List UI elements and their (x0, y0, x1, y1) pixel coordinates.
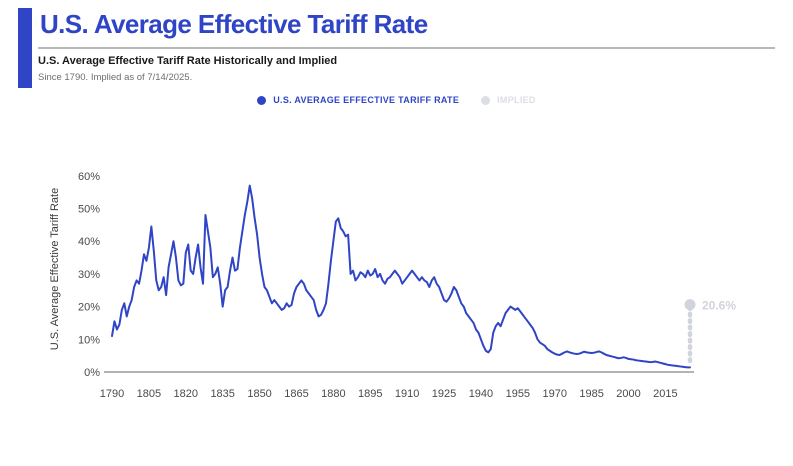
header-divider (38, 47, 775, 49)
y-axis-title: U.S. Average Effective Tariff Rate (49, 188, 61, 350)
implied-series (684, 299, 696, 364)
svg-text:50%: 50% (78, 204, 100, 216)
legend-item-implied[interactable]: IMPLIED (481, 95, 536, 105)
svg-text:1970: 1970 (542, 388, 566, 400)
svg-text:2000: 2000 (616, 388, 640, 400)
svg-text:1910: 1910 (395, 388, 419, 400)
svg-text:1790: 1790 (100, 388, 124, 400)
chart-caption: Since 1790. Implied as of 7/14/2025. (38, 72, 193, 83)
legend-item-label: U.S. AVERAGE EFFECTIVE TARIFF RATE (273, 95, 460, 105)
implied-value-annotation: 20.6% (702, 299, 736, 313)
svg-text:U.S. Average Effective Tariff: U.S. Average Effective Tariff Rate (49, 188, 61, 350)
svg-text:2015: 2015 (653, 388, 677, 400)
svg-text:10%: 10% (78, 334, 100, 346)
svg-text:1940: 1940 (469, 388, 493, 400)
svg-text:40%: 40% (78, 236, 100, 248)
svg-text:1850: 1850 (247, 388, 271, 400)
svg-text:30%: 30% (78, 269, 100, 281)
page-title: U.S. Average Effective Tariff Rate (40, 9, 428, 39)
y-axis-ticks: 0% 10% 20% 30% 40% 50% 60% (78, 171, 100, 379)
svg-text:0%: 0% (84, 367, 100, 379)
svg-text:1865: 1865 (284, 388, 308, 400)
svg-text:1985: 1985 (579, 388, 603, 400)
svg-text:1835: 1835 (210, 388, 234, 400)
chart-legend: U.S. AVERAGE EFFECTIVE TARIFF RATE IMPLI… (0, 95, 793, 105)
chart-plot-area: U.S. Average Effective Tariff Rate 0% 10%… (0, 125, 793, 425)
chart-subtitle: U.S. Average Effective Tariff Rate Histo… (38, 55, 338, 67)
x-axis-ticks: 1790 1805 1820 1835 1850 1865 1880 1895 1910 1925… (100, 388, 678, 400)
svg-text:1805: 1805 (137, 388, 161, 400)
legend-item-label: IMPLIED (497, 95, 536, 105)
svg-text:20.6%: 20.6% (702, 299, 736, 313)
svg-text:1955: 1955 (506, 388, 530, 400)
svg-text:60%: 60% (78, 171, 100, 183)
tariff-rate-series-line (111, 184, 691, 369)
legend-item-tariff-rate[interactable]: U.S. AVERAGE EFFECTIVE TARIFF RATE (257, 95, 459, 105)
svg-text:1925: 1925 (432, 388, 456, 400)
legend-swatch-icon (257, 95, 267, 105)
svg-text:20%: 20% (78, 302, 100, 314)
header-accent-bar (18, 8, 32, 88)
svg-text:1820: 1820 (174, 388, 198, 400)
tariff-rate-line-chart: U.S. Average Effective Tariff Rate 0% 10%… (49, 171, 736, 400)
svg-text:1880: 1880 (321, 388, 345, 400)
legend-swatch-icon (481, 95, 491, 105)
chart-header: U.S. Average Effective Tariff Rate U.S. … (0, 0, 793, 95)
svg-text:1895: 1895 (358, 388, 382, 400)
